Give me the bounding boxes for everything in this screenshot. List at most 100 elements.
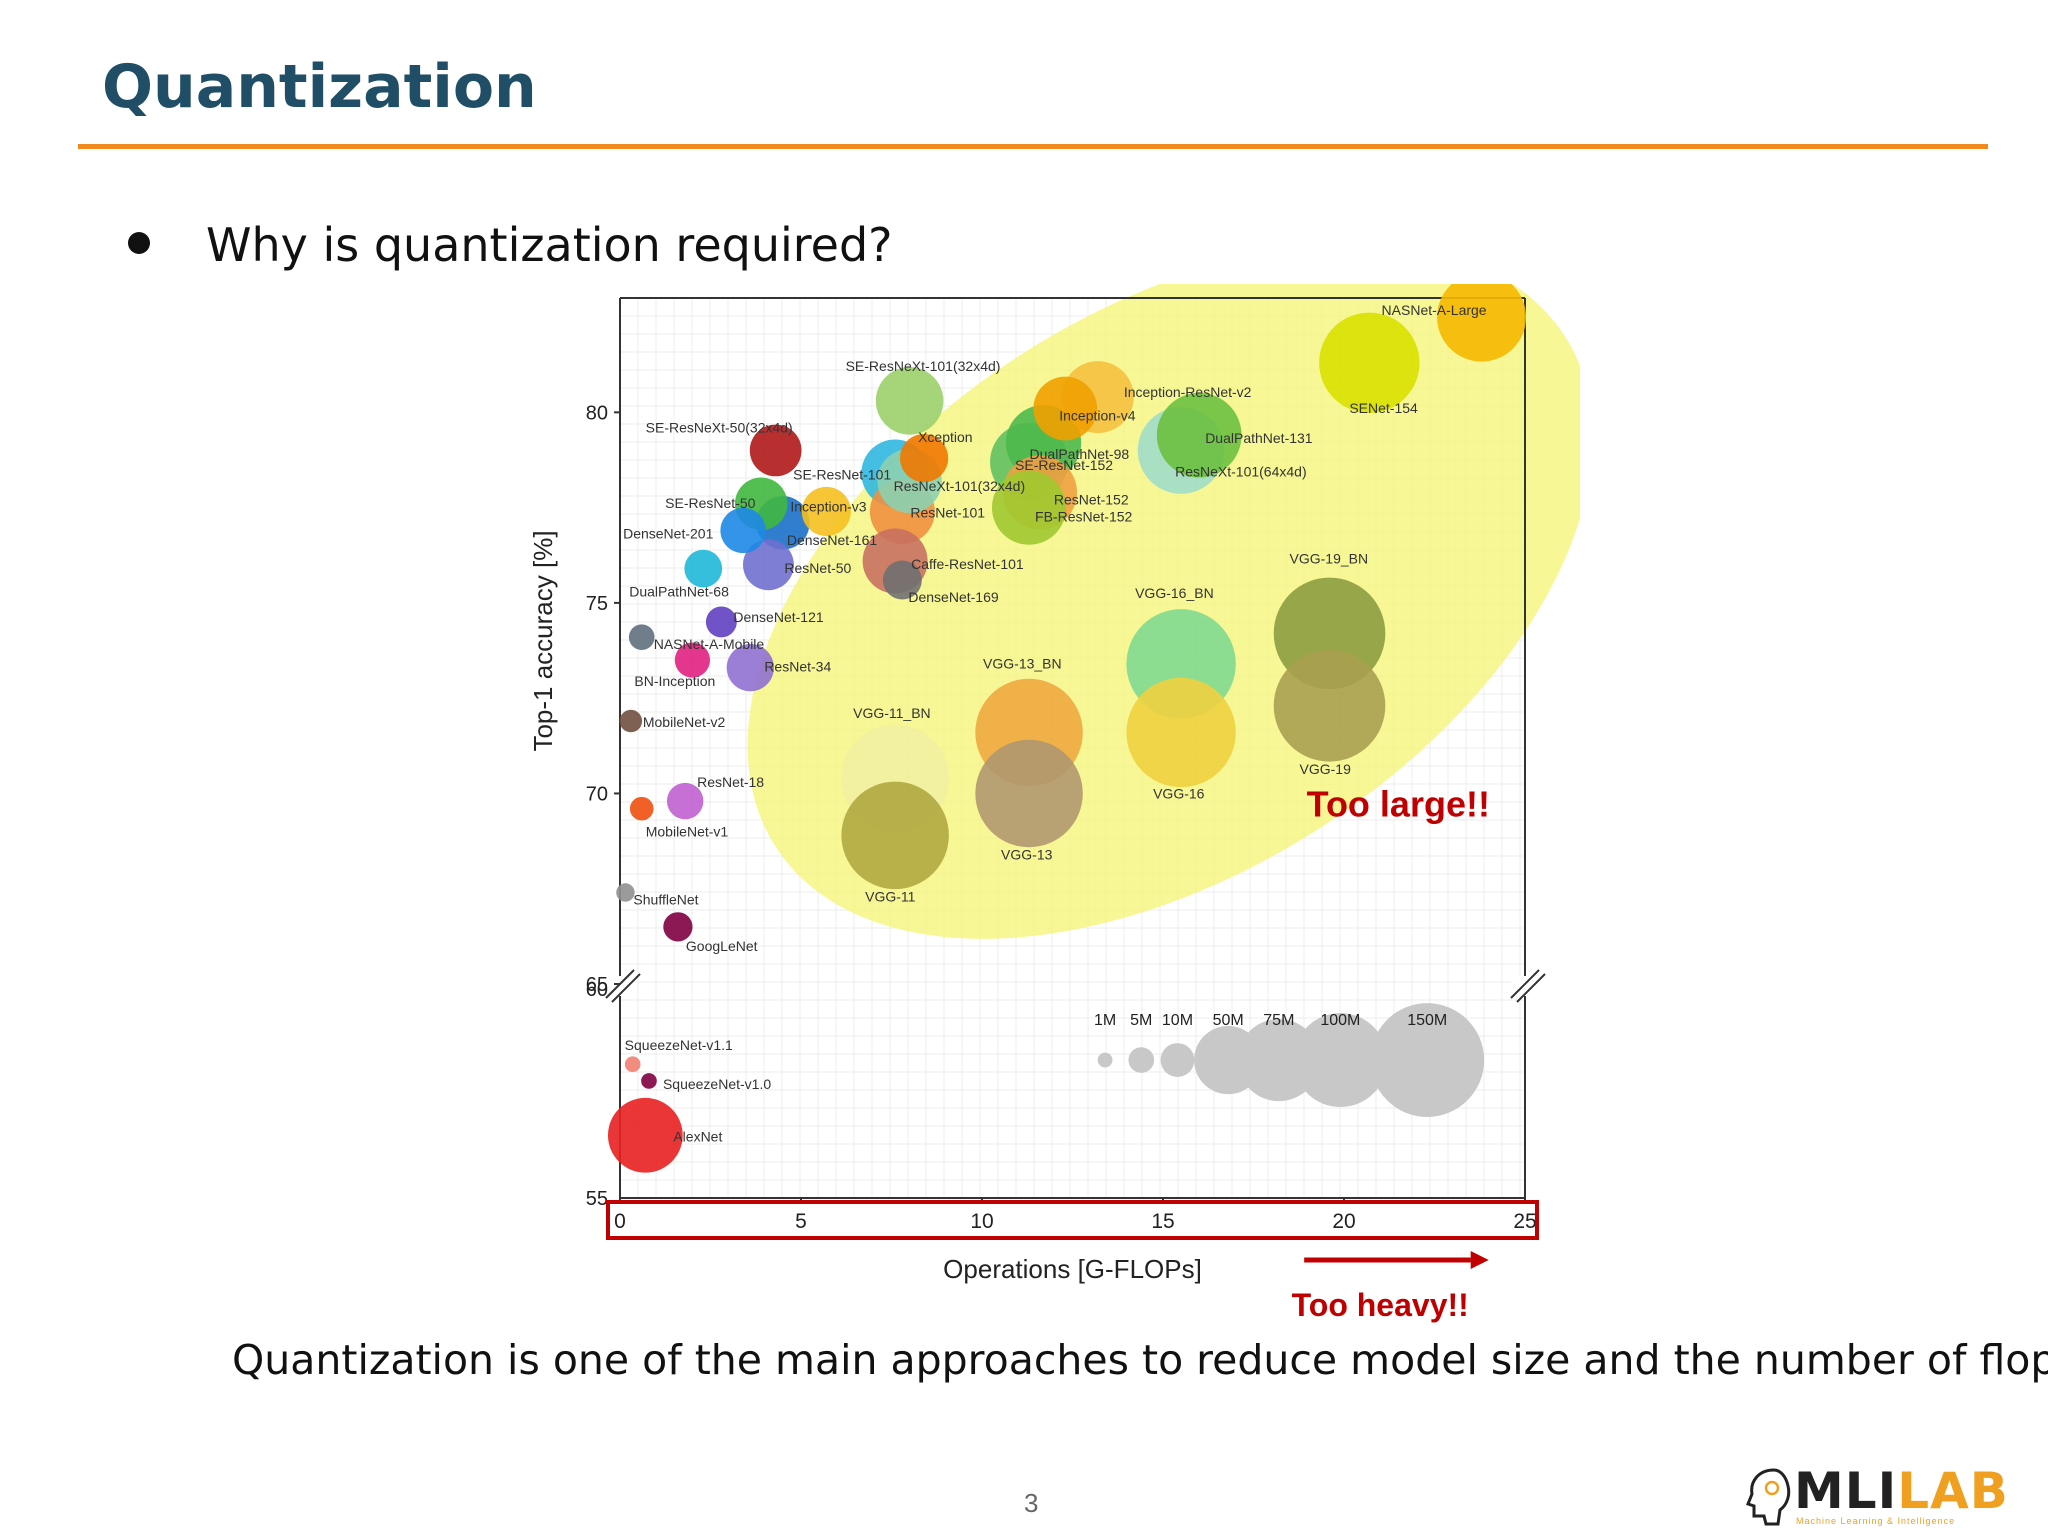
data-point-label: NASNet-A-Mobile bbox=[654, 636, 765, 652]
data-point-label: Caffe-ResNet-101 bbox=[911, 556, 1024, 572]
data-point bbox=[1156, 392, 1242, 478]
size-legend-label: 1M bbox=[1094, 1012, 1116, 1029]
data-point-label: VGG-13 bbox=[1001, 846, 1053, 862]
data-point-label: Inception-ResNet-v2 bbox=[1124, 384, 1252, 400]
data-point bbox=[899, 433, 949, 483]
data-point-label: ShuffleNet bbox=[633, 892, 698, 908]
size-legend-circle bbox=[1097, 1052, 1113, 1068]
data-point bbox=[726, 644, 774, 692]
data-point bbox=[616, 883, 635, 902]
too-heavy-arrow-head bbox=[1470, 1251, 1489, 1269]
bullet-text: Why is quantization required? bbox=[206, 218, 893, 272]
data-point bbox=[674, 642, 710, 678]
y-tick-label: 55 bbox=[586, 1188, 608, 1210]
data-point-label: SqueezeNet-v1.1 bbox=[625, 1037, 733, 1053]
data-point-label: SENet-154 bbox=[1349, 400, 1418, 416]
data-point-label: ResNeXt-101(32x4d) bbox=[894, 478, 1026, 494]
data-point-label: DualPathNet-131 bbox=[1205, 430, 1313, 446]
data-point-label: ResNet-50 bbox=[784, 560, 851, 576]
data-point-label: ResNet-101 bbox=[910, 504, 985, 520]
data-point-label: DualPathNet-98 bbox=[1030, 446, 1130, 462]
x-tick-label: 15 bbox=[1151, 1210, 1174, 1233]
data-point bbox=[607, 1097, 683, 1173]
data-point bbox=[1437, 284, 1527, 362]
data-point-label: ResNeXt-101(64x4d) bbox=[1175, 463, 1307, 479]
data-point-label: VGG-11_BN bbox=[853, 705, 931, 721]
data-point-label: SE-ResNet-152 bbox=[1015, 457, 1113, 473]
x-axis-highlight-box bbox=[606, 1200, 1539, 1240]
data-point-label: GoogLeNet bbox=[686, 938, 758, 954]
size-legend-circle bbox=[1160, 1043, 1195, 1077]
y-tick-label: 65 bbox=[586, 974, 608, 996]
size-legend-circle bbox=[1293, 1013, 1388, 1108]
size-legend-label: 5M bbox=[1130, 1012, 1152, 1029]
data-point bbox=[1126, 677, 1236, 788]
data-point-label: SE-ResNet-50 bbox=[665, 495, 755, 511]
data-point-label: SqueezeNet-v1.0 bbox=[663, 1076, 771, 1092]
data-point-label: DenseNet-161 bbox=[787, 532, 877, 548]
data-point bbox=[720, 507, 766, 554]
y-axis-label: Top-1 accuracy [%] bbox=[528, 530, 558, 751]
data-point-label: NASNet-A-Large bbox=[1382, 302, 1487, 318]
data-point bbox=[684, 549, 723, 588]
data-point-label: MobileNet-v1 bbox=[646, 824, 729, 840]
data-point bbox=[801, 486, 851, 536]
data-point bbox=[619, 709, 643, 733]
data-point-label: AlexNet bbox=[673, 1128, 722, 1144]
data-point-label: SE-ResNeXt-101(32x4d) bbox=[846, 358, 1001, 374]
data-point bbox=[705, 606, 737, 638]
size-legend-circle bbox=[1128, 1047, 1155, 1073]
logo-text: MLILAB bbox=[1794, 1462, 2009, 1520]
y-tick-label: 75 bbox=[586, 593, 608, 615]
data-point-label: SE-ResNeXt-50(32x4d) bbox=[646, 419, 793, 435]
y-tick-label: 60 bbox=[586, 979, 608, 1001]
y-tick-label: 80 bbox=[586, 402, 608, 424]
data-point-label: BN-Inception bbox=[634, 673, 715, 689]
data-point bbox=[629, 796, 654, 821]
too-large-region bbox=[747, 284, 1580, 939]
axis-break-mark bbox=[1516, 973, 1546, 1003]
data-point-label: DenseNet-169 bbox=[908, 589, 998, 605]
data-point-label: ResNet-152 bbox=[1054, 491, 1129, 507]
data-point bbox=[875, 367, 944, 435]
x-tick-label: 10 bbox=[970, 1210, 993, 1233]
x-axis-label: Operations [G-FLOPs] bbox=[943, 1254, 1202, 1284]
size-legend-label: 100M bbox=[1320, 1012, 1360, 1029]
size-legend-label: 75M bbox=[1263, 1012, 1294, 1029]
data-point-label: DenseNet-201 bbox=[623, 525, 713, 541]
too-large-label: Too large!! bbox=[1307, 783, 1490, 824]
data-point-label: SE-ResNet-101 bbox=[793, 466, 891, 482]
x-tick-label: 5 bbox=[795, 1210, 807, 1233]
data-point-label: VGG-11 bbox=[865, 888, 916, 904]
data-point bbox=[841, 781, 949, 890]
data-point-label: Xception bbox=[918, 429, 972, 445]
data-point bbox=[628, 624, 655, 651]
data-point bbox=[624, 1056, 641, 1073]
axis-break-mark bbox=[1510, 969, 1540, 999]
too-heavy-label: Too heavy!! bbox=[1292, 1287, 1469, 1323]
data-point bbox=[641, 1073, 657, 1089]
y-tick-label: 70 bbox=[586, 783, 608, 805]
head-icon bbox=[1746, 1468, 1791, 1526]
x-tick-label: 0 bbox=[614, 1210, 626, 1233]
x-tick-label: 20 bbox=[1332, 1210, 1355, 1233]
data-point bbox=[749, 424, 802, 477]
data-point-label: DualPathNet-68 bbox=[629, 584, 729, 600]
size-legend-label: 50M bbox=[1213, 1012, 1244, 1029]
size-legend-label: 150M bbox=[1407, 1012, 1447, 1029]
data-point bbox=[666, 782, 704, 820]
data-point-label: Inception-v3 bbox=[790, 498, 866, 514]
data-point-label: ResNet-18 bbox=[697, 774, 764, 790]
data-point-label: VGG-13_BN bbox=[983, 655, 1062, 671]
size-legend-label: 10M bbox=[1162, 1012, 1193, 1029]
data-point bbox=[1033, 376, 1098, 441]
data-point-label: VGG-19 bbox=[1300, 761, 1352, 777]
data-point-label: DenseNet-121 bbox=[733, 609, 823, 625]
data-point-label: MobileNet-v2 bbox=[643, 714, 726, 730]
logo-subtitle: Machine Learning & Intelligence bbox=[1796, 1516, 1956, 1526]
slide-caption: Quantization is one of the main approach… bbox=[232, 1336, 2048, 1384]
data-point bbox=[991, 470, 1067, 545]
title-underline bbox=[78, 144, 1988, 149]
bullet-dot bbox=[128, 232, 150, 254]
